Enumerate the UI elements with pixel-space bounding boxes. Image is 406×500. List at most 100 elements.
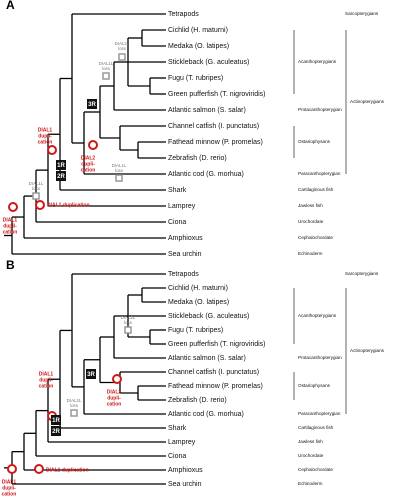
taxon-label: Amphioxus xyxy=(168,467,203,474)
loss-label: DIAL1L xyxy=(29,181,44,186)
taxon-label: Atlantic salmon (S. salar) xyxy=(168,107,246,114)
wgd-label: 2R xyxy=(57,174,65,180)
taxon-label: Atlantic salmon (S. salar) xyxy=(168,355,246,362)
loss-label: DIAL2L xyxy=(121,315,136,320)
group-label: Jawless fish xyxy=(298,439,323,444)
duplication-marker xyxy=(88,140,98,150)
loss-label: loss xyxy=(118,46,127,51)
loss-marker xyxy=(70,409,78,417)
wgd-box xyxy=(51,415,61,425)
taxon-label: Medaka (O. latipes) xyxy=(168,299,229,306)
duplication-label: dupli- xyxy=(2,485,16,491)
loss-label: DIAL1L xyxy=(112,163,127,168)
group-label: Sarcopterygians xyxy=(345,271,379,276)
group-label: Protacanthopterygian xyxy=(298,355,342,360)
loss-marker xyxy=(115,174,123,182)
duplication-label: DIAL1 xyxy=(39,371,54,377)
taxon-label: Amphioxus xyxy=(168,235,203,242)
taxon-label: Stickleback (G. aculeatus) xyxy=(168,313,249,320)
wgd-box xyxy=(51,426,61,436)
duplication-label: DIAL2 xyxy=(107,389,122,395)
wgd-label: 1R xyxy=(57,163,65,169)
taxon-label: Ciona xyxy=(168,453,186,460)
duplication-label: DIAL1 duplication xyxy=(47,202,90,208)
wgd-box xyxy=(87,99,97,109)
loss-marker xyxy=(118,53,126,61)
taxon-label: Green pufferfish (T. nigroviridis) xyxy=(168,91,266,98)
taxon-label: Shark xyxy=(168,187,187,194)
group-label: Cartilaginous fish xyxy=(298,425,334,430)
taxon-label: Cichlid (H. maturni) xyxy=(168,285,228,292)
panel-label: A xyxy=(6,0,15,12)
wgd-box xyxy=(86,369,96,379)
taxon-label: Channel catfish (I. punctatus) xyxy=(168,123,259,130)
taxon-label: Cichlid (H. maturni) xyxy=(168,27,228,34)
group-label: Actinopterygians xyxy=(350,348,385,353)
taxon-label: Fugu (T. rubripes) xyxy=(168,327,223,334)
duplication-marker xyxy=(7,464,17,474)
duplication-label: cation xyxy=(39,383,54,389)
group-label: Cephalochordate xyxy=(298,235,333,240)
taxon-label: Sea urchin xyxy=(168,481,202,488)
group-label: Protacanthopterygian xyxy=(298,107,342,112)
group-label: Jawless fish xyxy=(298,203,323,208)
group-label: Paracanthopterygian xyxy=(298,411,341,416)
loss-label: DIAL2L xyxy=(67,398,82,403)
taxon-label: Channel catfish (I. punctatus) xyxy=(168,369,259,376)
duplication-marker xyxy=(8,202,18,212)
duplication-label: cation xyxy=(81,167,96,173)
loss-label: loss xyxy=(115,168,124,173)
group-label: Ostariophysans xyxy=(298,139,331,144)
wgd-label: 1R xyxy=(52,418,60,424)
group-label: Urochordate xyxy=(298,219,324,224)
taxon-label: Lamprey xyxy=(168,203,196,210)
taxon-label: Fugu (T. rubripes) xyxy=(168,75,223,82)
taxon-label: Shark xyxy=(168,425,187,432)
taxon-label: Fathead minnow (P. promelas) xyxy=(168,139,263,146)
taxon-label: Zebrafish (D. rerio) xyxy=(168,397,227,404)
group-label: Acanthopterygians xyxy=(298,313,337,318)
duplication-label: dupli- xyxy=(81,161,95,167)
taxon-label: Zebrafish (D. rerio) xyxy=(168,155,227,162)
wgd-label: 3R xyxy=(88,102,96,108)
group-label: Ostariophysans xyxy=(298,383,331,388)
loss-label: loss xyxy=(102,66,111,71)
wgd-label: 3R xyxy=(87,372,95,378)
duplication-marker xyxy=(35,200,45,210)
duplication-label: cation xyxy=(3,229,18,235)
taxon-label: Tetrapods xyxy=(168,11,199,18)
duplication-marker xyxy=(112,374,122,384)
duplication-label: cation xyxy=(38,139,53,145)
duplication-label: dupli- xyxy=(3,223,17,229)
taxon-label: Atlantic cod (G. morhua) xyxy=(168,411,244,418)
taxon-label: Medaka (O. latipes) xyxy=(168,43,229,50)
wgd-box xyxy=(56,171,66,181)
group-label: Sarcopterygians xyxy=(345,11,379,16)
duplication-label: cation xyxy=(2,491,17,497)
group-label: Urochordate xyxy=(298,453,324,458)
group-label: Echinoderm xyxy=(298,481,323,486)
loss-marker xyxy=(102,72,110,80)
taxon-label: Ciona xyxy=(168,219,186,226)
loss-label: DIAL2L xyxy=(115,41,130,46)
taxon-label: Stickleback (G. aculeatus) xyxy=(168,59,249,66)
taxon-label: Green pufferfish (T. nigroviridis) xyxy=(168,341,266,348)
duplication-marker xyxy=(47,145,57,155)
duplication-label: cation xyxy=(107,401,122,407)
group-label: Actinopterygians xyxy=(350,99,385,104)
loss-label: loss xyxy=(70,403,79,408)
group-label: Echinoderm xyxy=(298,251,323,256)
group-label: Paracanthopterygian xyxy=(298,171,341,176)
panel-label: B xyxy=(6,258,15,272)
taxon-label: Sea urchin xyxy=(168,251,202,258)
loss-label: loss xyxy=(124,320,133,325)
group-label: Cartilaginous fish xyxy=(298,187,334,192)
loss-marker xyxy=(32,192,40,200)
duplication-label: dupli- xyxy=(38,133,52,139)
taxon-label: Tetrapods xyxy=(168,271,199,278)
duplication-label: DIAL1 xyxy=(38,127,53,133)
wgd-box xyxy=(56,160,66,170)
taxon-label: Fathead minnow (P. promelas) xyxy=(168,383,263,390)
loss-marker xyxy=(124,326,132,334)
